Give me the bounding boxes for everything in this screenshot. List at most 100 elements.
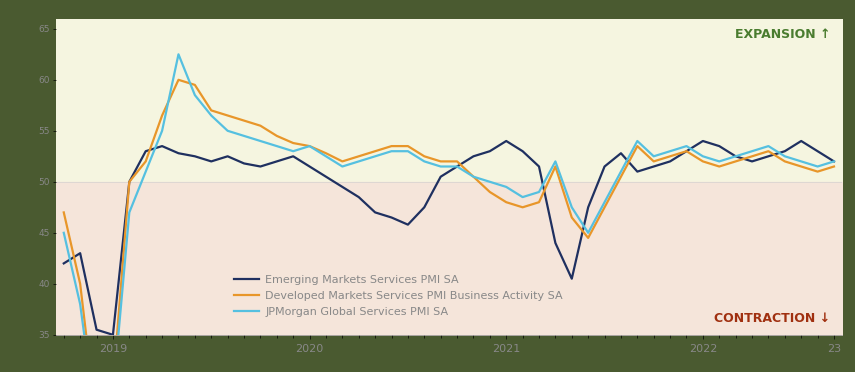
JPMorgan Global Services PMI SA — [403, 149, 413, 153]
Line: Emerging Markets Services PMI SA: Emerging Markets Services PMI SA — [64, 141, 834, 335]
JPMorgan Global Services PMI SA — [354, 159, 364, 164]
JPMorgan Global Services PMI SA — [681, 144, 692, 148]
Developed Markets Services PMI Business Activity SA — [567, 215, 577, 220]
JPMorgan Global Services PMI SA — [386, 149, 397, 153]
Emerging Markets Services PMI SA — [124, 180, 134, 184]
Developed Markets Services PMI Business Activity SA — [828, 164, 839, 169]
Emerging Markets Services PMI SA — [403, 222, 413, 227]
Emerging Markets Services PMI SA — [386, 215, 397, 220]
Emerging Markets Services PMI SA — [665, 159, 675, 164]
Developed Markets Services PMI Business Activity SA — [551, 164, 561, 169]
JPMorgan Global Services PMI SA — [337, 164, 347, 169]
Developed Markets Services PMI Business Activity SA — [812, 169, 823, 174]
Developed Markets Services PMI Business Activity SA — [469, 174, 479, 179]
Emerging Markets Services PMI SA — [764, 154, 774, 158]
Emerging Markets Services PMI SA — [256, 164, 266, 169]
JPMorgan Global Services PMI SA — [714, 159, 724, 164]
Emerging Markets Services PMI SA — [616, 151, 626, 155]
Emerging Markets Services PMI SA — [239, 161, 249, 166]
JPMorgan Global Services PMI SA — [469, 174, 479, 179]
JPMorgan Global Services PMI SA — [501, 185, 511, 189]
Developed Markets Services PMI Business Activity SA — [616, 174, 626, 179]
JPMorgan Global Services PMI SA — [649, 154, 659, 158]
Developed Markets Services PMI Business Activity SA — [288, 141, 298, 145]
Emerging Markets Services PMI SA — [354, 195, 364, 199]
Developed Markets Services PMI Business Activity SA — [206, 108, 216, 113]
Developed Markets Services PMI Business Activity SA — [157, 113, 168, 118]
JPMorgan Global Services PMI SA — [419, 159, 429, 164]
JPMorgan Global Services PMI SA — [599, 200, 610, 205]
JPMorgan Global Services PMI SA — [157, 129, 168, 133]
Emerging Markets Services PMI SA — [75, 251, 86, 256]
JPMorgan Global Services PMI SA — [370, 154, 380, 158]
Developed Markets Services PMI Business Activity SA — [517, 205, 528, 209]
Developed Markets Services PMI Business Activity SA — [534, 200, 544, 205]
Developed Markets Services PMI Business Activity SA — [304, 144, 315, 148]
JPMorgan Global Services PMI SA — [435, 164, 445, 169]
Developed Markets Services PMI Business Activity SA — [649, 159, 659, 164]
Developed Markets Services PMI Business Activity SA — [780, 159, 790, 164]
Developed Markets Services PMI Business Activity SA — [452, 159, 463, 164]
JPMorgan Global Services PMI SA — [272, 144, 282, 148]
JPMorgan Global Services PMI SA — [140, 169, 150, 174]
JPMorgan Global Services PMI SA — [551, 159, 561, 164]
JPMorgan Global Services PMI SA — [75, 302, 86, 307]
Emerging Markets Services PMI SA — [91, 327, 102, 332]
JPMorgan Global Services PMI SA — [780, 154, 790, 158]
Developed Markets Services PMI Business Activity SA — [354, 154, 364, 158]
Developed Markets Services PMI Business Activity SA — [222, 113, 233, 118]
Developed Markets Services PMI Business Activity SA — [337, 159, 347, 164]
Developed Markets Services PMI Business Activity SA — [501, 200, 511, 205]
Emerging Markets Services PMI SA — [567, 276, 577, 281]
Emerging Markets Services PMI SA — [485, 149, 495, 153]
Developed Markets Services PMI Business Activity SA — [386, 144, 397, 148]
Emerging Markets Services PMI SA — [632, 169, 642, 174]
Developed Markets Services PMI Business Activity SA — [632, 144, 642, 148]
Developed Markets Services PMI Business Activity SA — [75, 282, 86, 286]
JPMorgan Global Services PMI SA — [747, 149, 758, 153]
Emerging Markets Services PMI SA — [583, 205, 593, 209]
Developed Markets Services PMI Business Activity SA — [272, 134, 282, 138]
Developed Markets Services PMI Business Activity SA — [59, 210, 69, 215]
Emerging Markets Services PMI SA — [730, 154, 740, 158]
JPMorgan Global Services PMI SA — [764, 144, 774, 148]
JPMorgan Global Services PMI SA — [288, 149, 298, 153]
Emerging Markets Services PMI SA — [501, 139, 511, 143]
Emerging Markets Services PMI SA — [140, 149, 150, 153]
JPMorgan Global Services PMI SA — [304, 144, 315, 148]
JPMorgan Global Services PMI SA — [583, 231, 593, 235]
Emerging Markets Services PMI SA — [222, 154, 233, 158]
Developed Markets Services PMI Business Activity SA — [796, 164, 806, 169]
Developed Markets Services PMI Business Activity SA — [665, 154, 675, 158]
Emerging Markets Services PMI SA — [469, 154, 479, 158]
Developed Markets Services PMI Business Activity SA — [714, 164, 724, 169]
Emerging Markets Services PMI SA — [59, 261, 69, 266]
JPMorgan Global Services PMI SA — [730, 154, 740, 158]
JPMorgan Global Services PMI SA — [321, 154, 331, 158]
JPMorgan Global Services PMI SA — [256, 139, 266, 143]
Emerging Markets Services PMI SA — [337, 185, 347, 189]
JPMorgan Global Services PMI SA — [517, 195, 528, 199]
Emerging Markets Services PMI SA — [370, 210, 380, 215]
Text: EXPANSION ↑: EXPANSION ↑ — [735, 28, 830, 41]
Emerging Markets Services PMI SA — [747, 159, 758, 164]
Developed Markets Services PMI Business Activity SA — [419, 154, 429, 158]
Developed Markets Services PMI Business Activity SA — [370, 149, 380, 153]
Emerging Markets Services PMI SA — [698, 139, 708, 143]
Developed Markets Services PMI Business Activity SA — [435, 159, 445, 164]
Emerging Markets Services PMI SA — [419, 205, 429, 209]
JPMorgan Global Services PMI SA — [665, 149, 675, 153]
Developed Markets Services PMI Business Activity SA — [730, 159, 740, 164]
JPMorgan Global Services PMI SA — [698, 154, 708, 158]
Emerging Markets Services PMI SA — [517, 149, 528, 153]
Emerging Markets Services PMI SA — [190, 154, 200, 158]
JPMorgan Global Services PMI SA — [452, 164, 463, 169]
JPMorgan Global Services PMI SA — [239, 134, 249, 138]
JPMorgan Global Services PMI SA — [190, 93, 200, 97]
Emerging Markets Services PMI SA — [452, 164, 463, 169]
Developed Markets Services PMI Business Activity SA — [239, 118, 249, 123]
JPMorgan Global Services PMI SA — [174, 52, 184, 57]
Developed Markets Services PMI Business Activity SA — [140, 159, 150, 164]
Emerging Markets Services PMI SA — [681, 149, 692, 153]
Developed Markets Services PMI Business Activity SA — [321, 151, 331, 155]
